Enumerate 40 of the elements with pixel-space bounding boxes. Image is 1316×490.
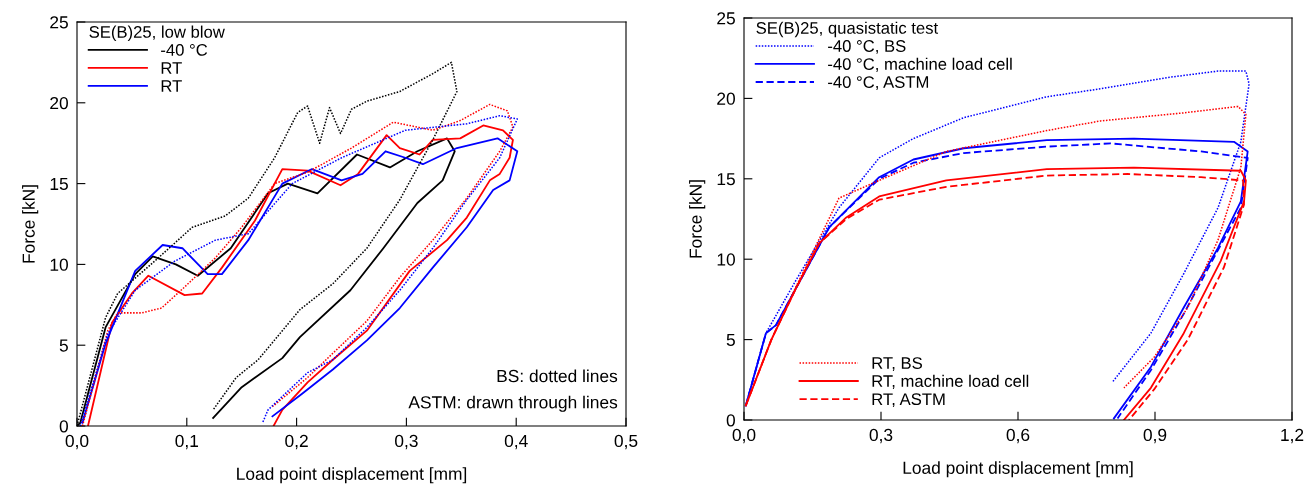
y-tick-label: 20 [717, 92, 735, 105]
x-tick-label: 0,0 [732, 428, 756, 444]
legend-label: RT, machine load cell [872, 374, 1029, 389]
y-tick-label: 20 [50, 96, 68, 110]
y-axis-title: Force [kN] [22, 185, 39, 263]
annotation: BS: dotted lines [497, 369, 618, 383]
x-tick-label: 1,2 [1281, 428, 1304, 444]
x-tick-label: 0,5 [614, 434, 638, 450]
legend-label: -40 °C, machine load cell [828, 57, 1012, 72]
x-tick-label: 0,4 [504, 434, 528, 450]
x-tick-label: 0,0 [65, 434, 89, 450]
y-tick-label: 25 [50, 16, 68, 29]
legend-label: -40 °C, BS [828, 40, 906, 54]
x-tick-label: 0,2 [285, 434, 308, 450]
y-tick-label: 10 [717, 253, 735, 266]
legend-label: RT [161, 80, 182, 92]
legend-label: RT, BS [872, 357, 922, 371]
y-tick-label: 5 [726, 333, 735, 347]
y-tick-label: 15 [50, 177, 68, 191]
x-axis-title: Load point displacement [mm] [903, 461, 1133, 478]
legend-label: RT, ASTM [872, 393, 945, 408]
x-tick-label: 0,3 [869, 428, 893, 444]
legend-title: SE(B)25, low blow [89, 25, 225, 42]
legend-label: -40 °C, ASTM [828, 76, 929, 90]
y-tick-label: 5 [59, 339, 68, 352]
x-tick-label: 0,1 [175, 434, 199, 450]
x-tick-label: 0,9 [1143, 428, 1167, 444]
y-tick-label: 10 [50, 258, 68, 271]
x-tick-label: 0,3 [395, 434, 418, 450]
y-tick-label: 15 [717, 173, 735, 186]
y-tick-label: 0 [59, 420, 68, 433]
x-axis-title: Load point displacement [mm] [237, 467, 467, 484]
y-tick-label: 25 [717, 12, 735, 25]
legend-label: RT [161, 62, 182, 74]
legend-title: SE(B)25, quasistatic test [756, 21, 939, 38]
legend-label: -40 °C [161, 44, 208, 56]
annotation: ASTM: drawn through lines [408, 395, 618, 412]
y-tick-label: 0 [726, 414, 735, 427]
y-axis-title: Force [kN] [689, 180, 706, 258]
x-tick-label: 0,6 [1006, 428, 1030, 444]
